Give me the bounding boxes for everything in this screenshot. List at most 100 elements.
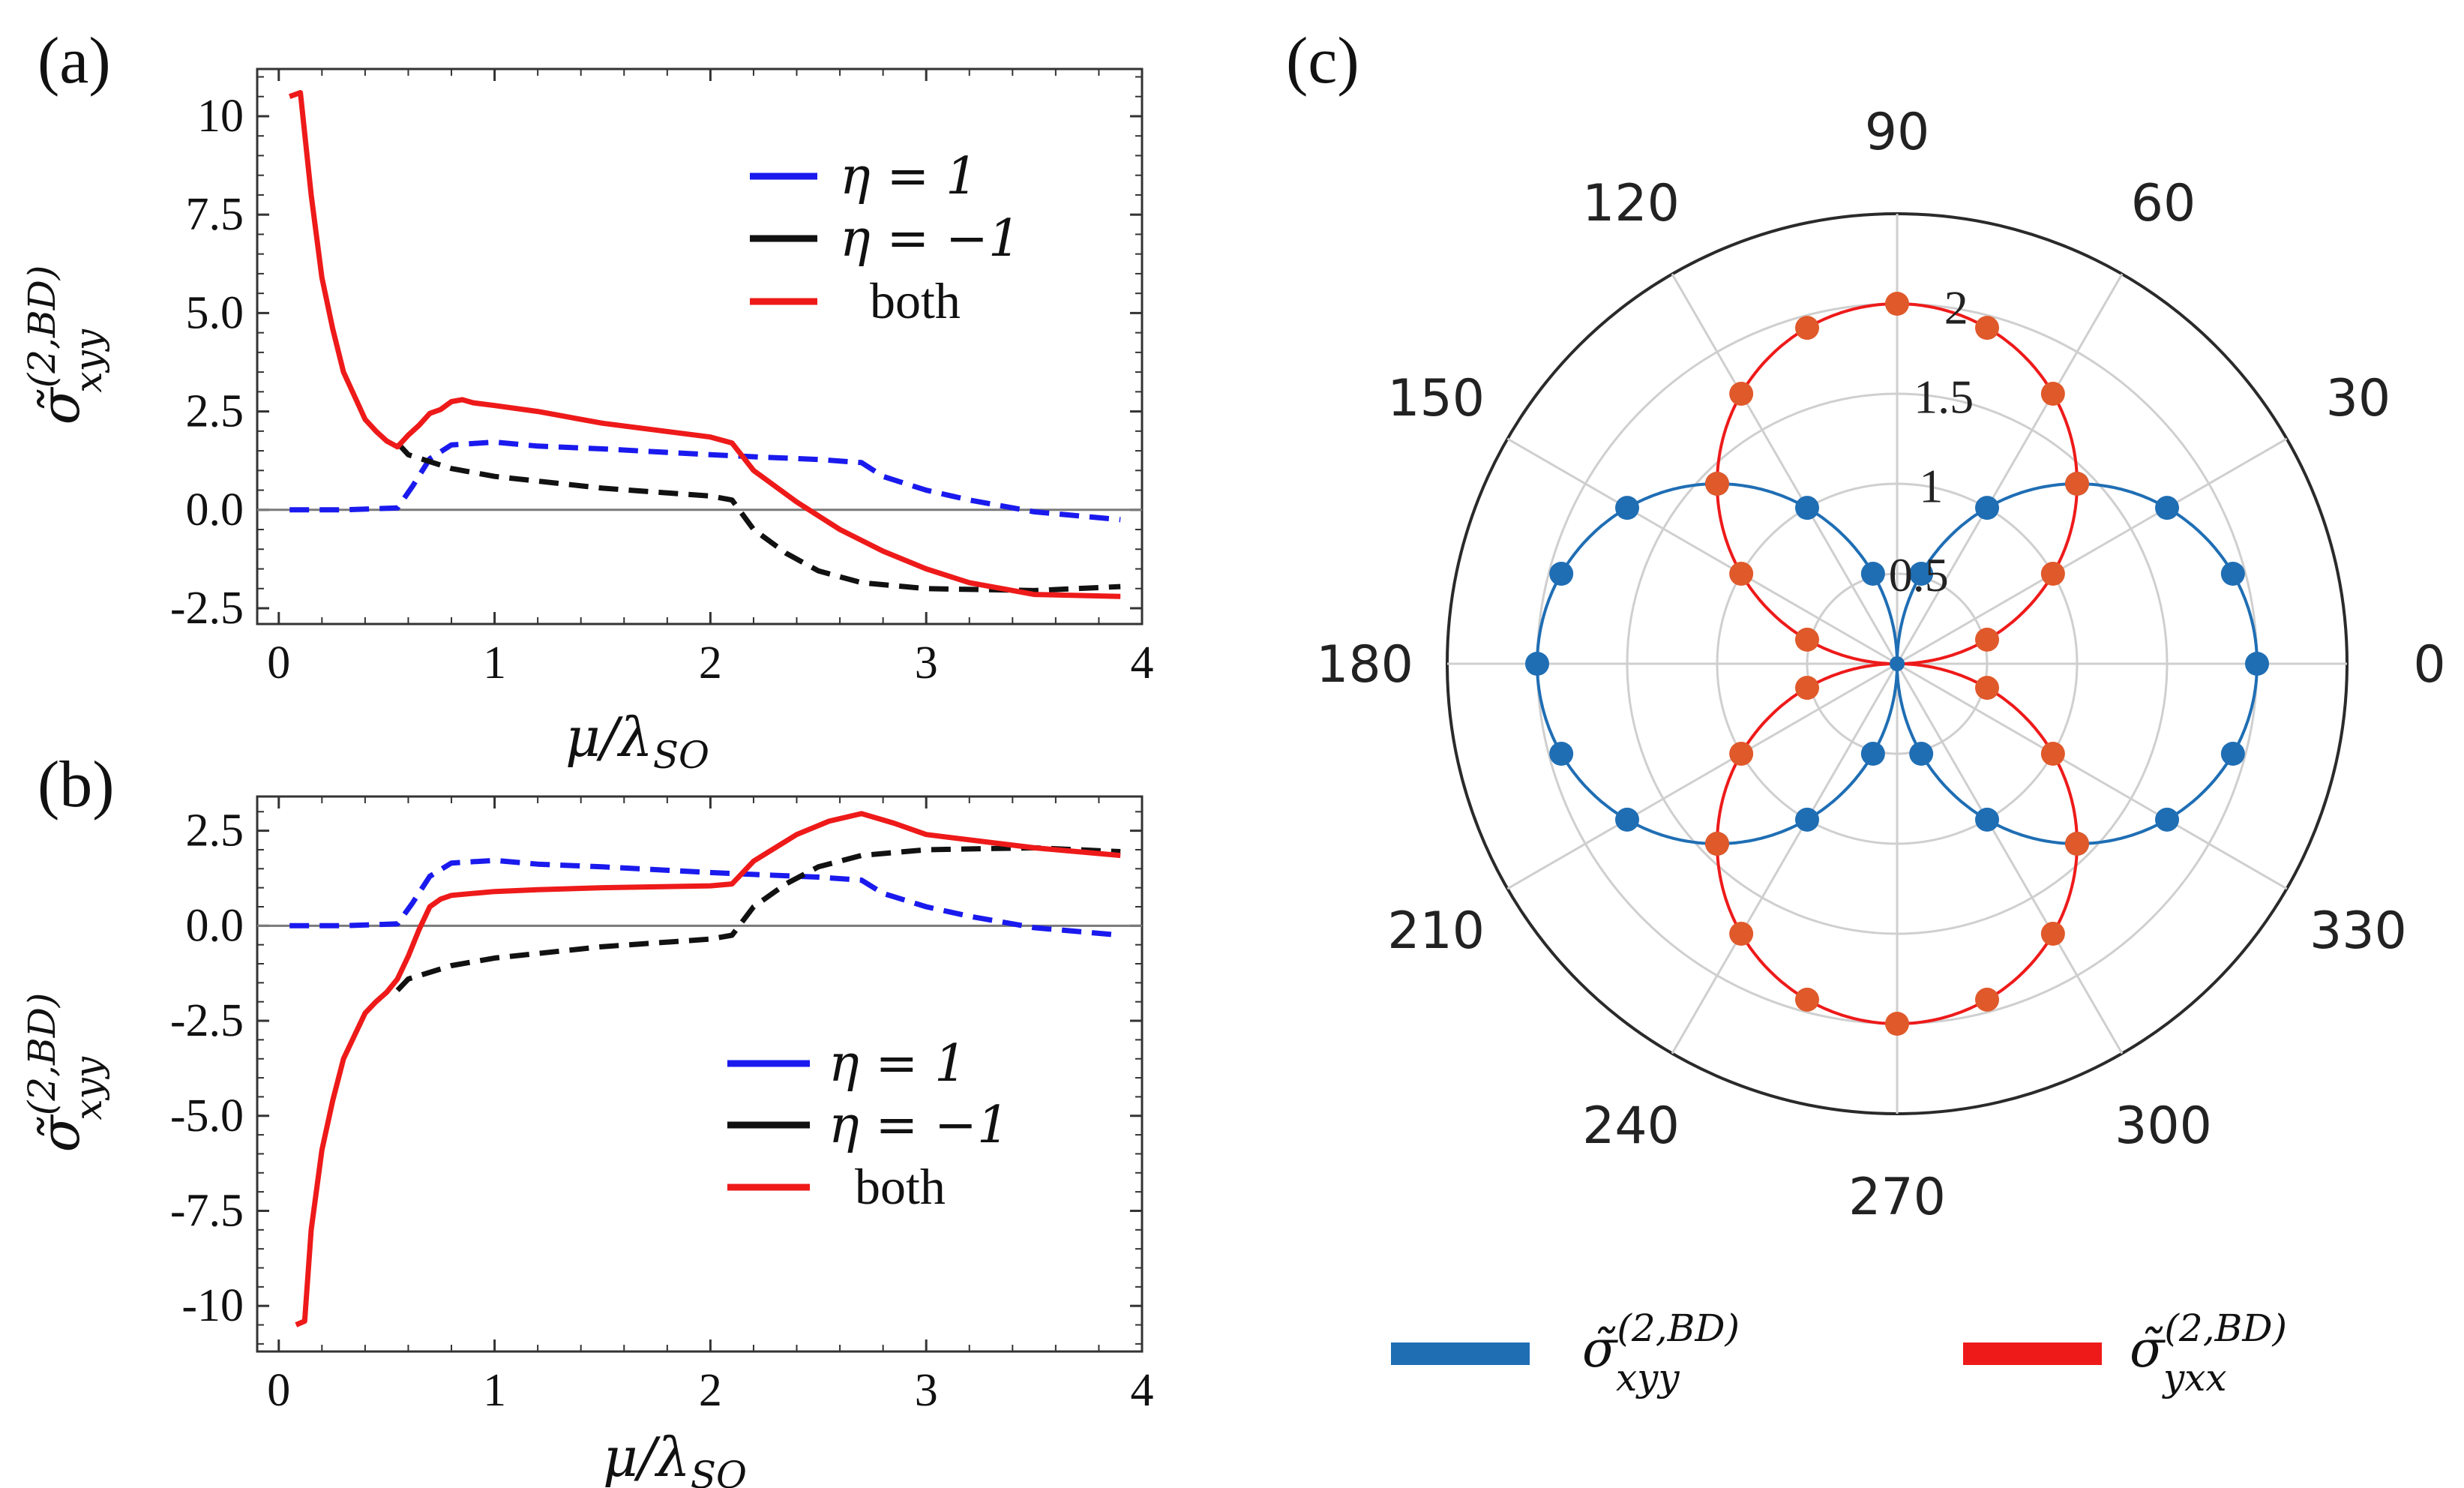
panel-a-xlabel-main: μ/λ xyxy=(565,706,653,769)
polar-angle-label: 240 xyxy=(1582,1096,1680,1156)
polar-spoke xyxy=(1896,663,2124,1054)
xtick-label: 4 xyxy=(1131,1365,1154,1416)
panel-c-legend-xyy-sub: xyy xyxy=(1616,1356,1680,1400)
polar-marker-yxx xyxy=(1705,472,1729,496)
polar-radial-label: 1 xyxy=(1919,459,1943,512)
polar-marker-xyy xyxy=(2155,807,2179,832)
panel-c-legend-xyy-main: σ̃ xyxy=(1582,1320,1618,1379)
panel-b-xlabel-sub: SO xyxy=(691,1454,747,1488)
panel-a-ylabel-sup: (2,BD) xyxy=(20,266,64,388)
polar-center-marker xyxy=(1890,656,1905,671)
panel-c-legend-yxx-main: σ̃ xyxy=(2130,1320,2166,1379)
polar-spoke xyxy=(1506,662,1898,890)
ytick-label: 0.0 xyxy=(186,484,244,536)
polar-spoke xyxy=(1671,663,1899,1054)
panel-a-ylabel-sub: xyy xyxy=(67,328,110,392)
panel-b-legend-both: both xyxy=(855,1158,946,1215)
polar-marker-xyy xyxy=(1909,562,1934,586)
xtick-label: 3 xyxy=(915,1365,938,1416)
panel-b-legend: η = 1 η = −1 both xyxy=(727,1034,1009,1215)
panel-c-label: (c) xyxy=(1286,25,1359,98)
ytick-label: 2.5 xyxy=(186,386,244,437)
polar-marker-yxx xyxy=(1975,676,1999,700)
panel-b-legend-eta1: η = 1 xyxy=(829,1034,967,1094)
xtick-label: 1 xyxy=(483,638,506,688)
panel-b-xlabel-main: μ/λ xyxy=(603,1426,691,1488)
panel-c-legend-yxx: σ̃(2,BD) yxx xyxy=(2130,1306,2287,1400)
panel-c-plot-area xyxy=(1525,292,2269,1036)
polar-marker-yxx xyxy=(1795,676,1819,700)
polar-marker-yxx xyxy=(2065,472,2089,496)
panel-b-legend-etam1: η = −1 xyxy=(829,1096,1009,1155)
polar-marker-yxx xyxy=(1795,316,1819,340)
polar-marker-yxx xyxy=(1975,316,1999,340)
xtick-label: 2 xyxy=(699,638,722,688)
polar-marker-xyy xyxy=(1549,742,1574,766)
polar-angle-label: 90 xyxy=(1865,103,1930,162)
panel-a-ylabel-main: σ̃ xyxy=(28,386,91,424)
polar-marker-xyy xyxy=(2245,652,2269,676)
polar-angle-label: 30 xyxy=(2326,369,2391,428)
polar-marker-yxx xyxy=(1885,292,1909,316)
polar-marker-xyy xyxy=(1975,496,1999,520)
panel-a-xlabel: μ/λSO xyxy=(565,706,709,777)
panel-a-ylabel: σ̃(2,BD)xyy xyxy=(20,266,110,425)
polar-angle-label: 210 xyxy=(1387,902,1485,961)
panel-b-ylabel: σ̃(2,BD)xyy xyxy=(20,993,110,1153)
polar-marker-xyy xyxy=(1795,807,1819,832)
polar-angle-label: 180 xyxy=(1316,635,1413,694)
polar-angle-label: 60 xyxy=(2131,174,2196,233)
polar-angle-label: 270 xyxy=(1848,1168,1946,1227)
panel-c: (c) 0.5 1 1.5 2 0 30 60 90 120 150 180 210 240 270 300… xyxy=(1286,25,2446,1400)
ytick-label: 10 xyxy=(197,91,244,142)
polar-marker-xyy xyxy=(1795,496,1819,520)
panel-a-xlabel-sub: SO xyxy=(653,734,709,777)
panel-b-frame xyxy=(256,795,1144,1353)
panel-c-legend-xyy-sup: (2,BD) xyxy=(1617,1306,1740,1350)
polar-angle-label: 0 xyxy=(2413,635,2445,694)
polar-angle-label: 300 xyxy=(2115,1096,2212,1156)
panel-b-plot-area xyxy=(257,811,1142,1328)
polar-marker-yxx xyxy=(1795,627,1819,652)
panel-b-ylabel-sub: xyy xyxy=(67,1056,110,1120)
panel-b-xlabel: μ/λSO xyxy=(603,1426,747,1488)
xtick-label: 2 xyxy=(699,1365,722,1416)
panel-b-ticks: 0 1 2 3 4 -10 -7.5 -5.0 -2.5 0.0 2.5 xyxy=(170,796,1154,1416)
xtick-label: 0 xyxy=(267,638,290,688)
ytick-label: -10 xyxy=(181,1280,244,1331)
xtick-label: 4 xyxy=(1131,638,1154,688)
ytick-label: -2.5 xyxy=(170,583,244,634)
polar-marker-xyy xyxy=(1860,562,1885,586)
polar-spoke xyxy=(1896,437,2288,665)
polar-marker-xyy xyxy=(1860,742,1885,766)
polar-marker-yxx xyxy=(2065,832,2089,856)
panel-b: (b) 0 1 2 3 4 -10 -7.5 -5.0 -2.5 0.0 2.5 σ̃(2,BD)x… xyxy=(20,748,1154,1488)
panel-c-legend: σ̃(2,BD) xyy σ̃(2,BD) yxx xyxy=(1391,1306,2287,1400)
polar-marker-xyy xyxy=(1549,562,1574,586)
panel-c-legend-swatch-xyy xyxy=(1391,1342,1530,1365)
xtick-label: 0 xyxy=(267,1365,290,1416)
polar-marker-yxx xyxy=(1795,987,1819,1012)
panel-c-legend-xyy: σ̃(2,BD) xyy xyxy=(1582,1306,1740,1400)
polar-marker-xyy xyxy=(1615,496,1639,520)
panel-b-label: (b) xyxy=(37,748,115,821)
xtick-label: 1 xyxy=(483,1365,506,1416)
panel-a: (a) 0 1 2 3 4-2.50.02.55.07.510 σ̃(2,BD)xyy … xyxy=(20,25,1154,777)
series-line-both xyxy=(289,90,1121,599)
polar-radial-label: 1.5 xyxy=(1914,370,1974,424)
xtick-label: 3 xyxy=(915,638,938,688)
polar-marker-yxx xyxy=(1975,627,1999,652)
polar-angle-label: 120 xyxy=(1582,174,1680,233)
panel-c-legend-yxx-sub: yxx xyxy=(2162,1356,2227,1400)
polar-marker-yxx xyxy=(1729,382,1754,406)
panel-a-ticks: 0 1 2 3 4 -2.5 0.0 2.5 5.0 7.5 10 xyxy=(170,69,1154,688)
panel-c-legend-yxx-sup: (2,BD) xyxy=(2164,1306,2287,1350)
polar-spoke xyxy=(1671,273,1899,664)
polar-marker-yxx xyxy=(1729,562,1754,586)
polar-marker-yxx xyxy=(1729,922,1754,946)
polar-marker-xyy xyxy=(1909,742,1934,766)
ytick-label: 0.0 xyxy=(186,900,244,951)
polar-spoke xyxy=(1896,273,2124,664)
panel-b-ylabel-main: σ̃ xyxy=(28,1114,91,1152)
